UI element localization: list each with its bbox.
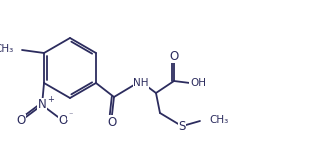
Text: O: O xyxy=(169,50,179,62)
Text: O: O xyxy=(17,114,26,128)
Text: CH₃: CH₃ xyxy=(209,115,228,125)
Text: ⁻: ⁻ xyxy=(68,111,73,119)
Text: S: S xyxy=(178,121,186,133)
Text: O: O xyxy=(107,116,117,128)
Text: N: N xyxy=(38,98,46,112)
Text: OH: OH xyxy=(190,78,206,88)
Text: CH₃: CH₃ xyxy=(0,44,14,54)
Text: NH: NH xyxy=(133,78,149,88)
Text: +: + xyxy=(47,95,54,104)
Text: O: O xyxy=(59,114,68,128)
